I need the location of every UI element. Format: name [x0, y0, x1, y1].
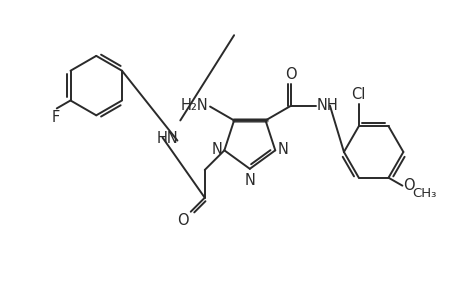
Text: HN: HN [157, 131, 178, 146]
Text: Cl: Cl [351, 88, 365, 103]
Text: O: O [285, 67, 297, 82]
Text: N: N [277, 142, 287, 157]
Text: NH: NH [316, 98, 338, 113]
Text: N: N [244, 173, 255, 188]
Text: N: N [211, 142, 222, 157]
Text: O: O [403, 178, 414, 193]
Text: O: O [177, 213, 188, 228]
Text: H₂N: H₂N [180, 98, 207, 113]
Text: F: F [51, 110, 60, 125]
Text: CH₃: CH₃ [411, 187, 436, 200]
